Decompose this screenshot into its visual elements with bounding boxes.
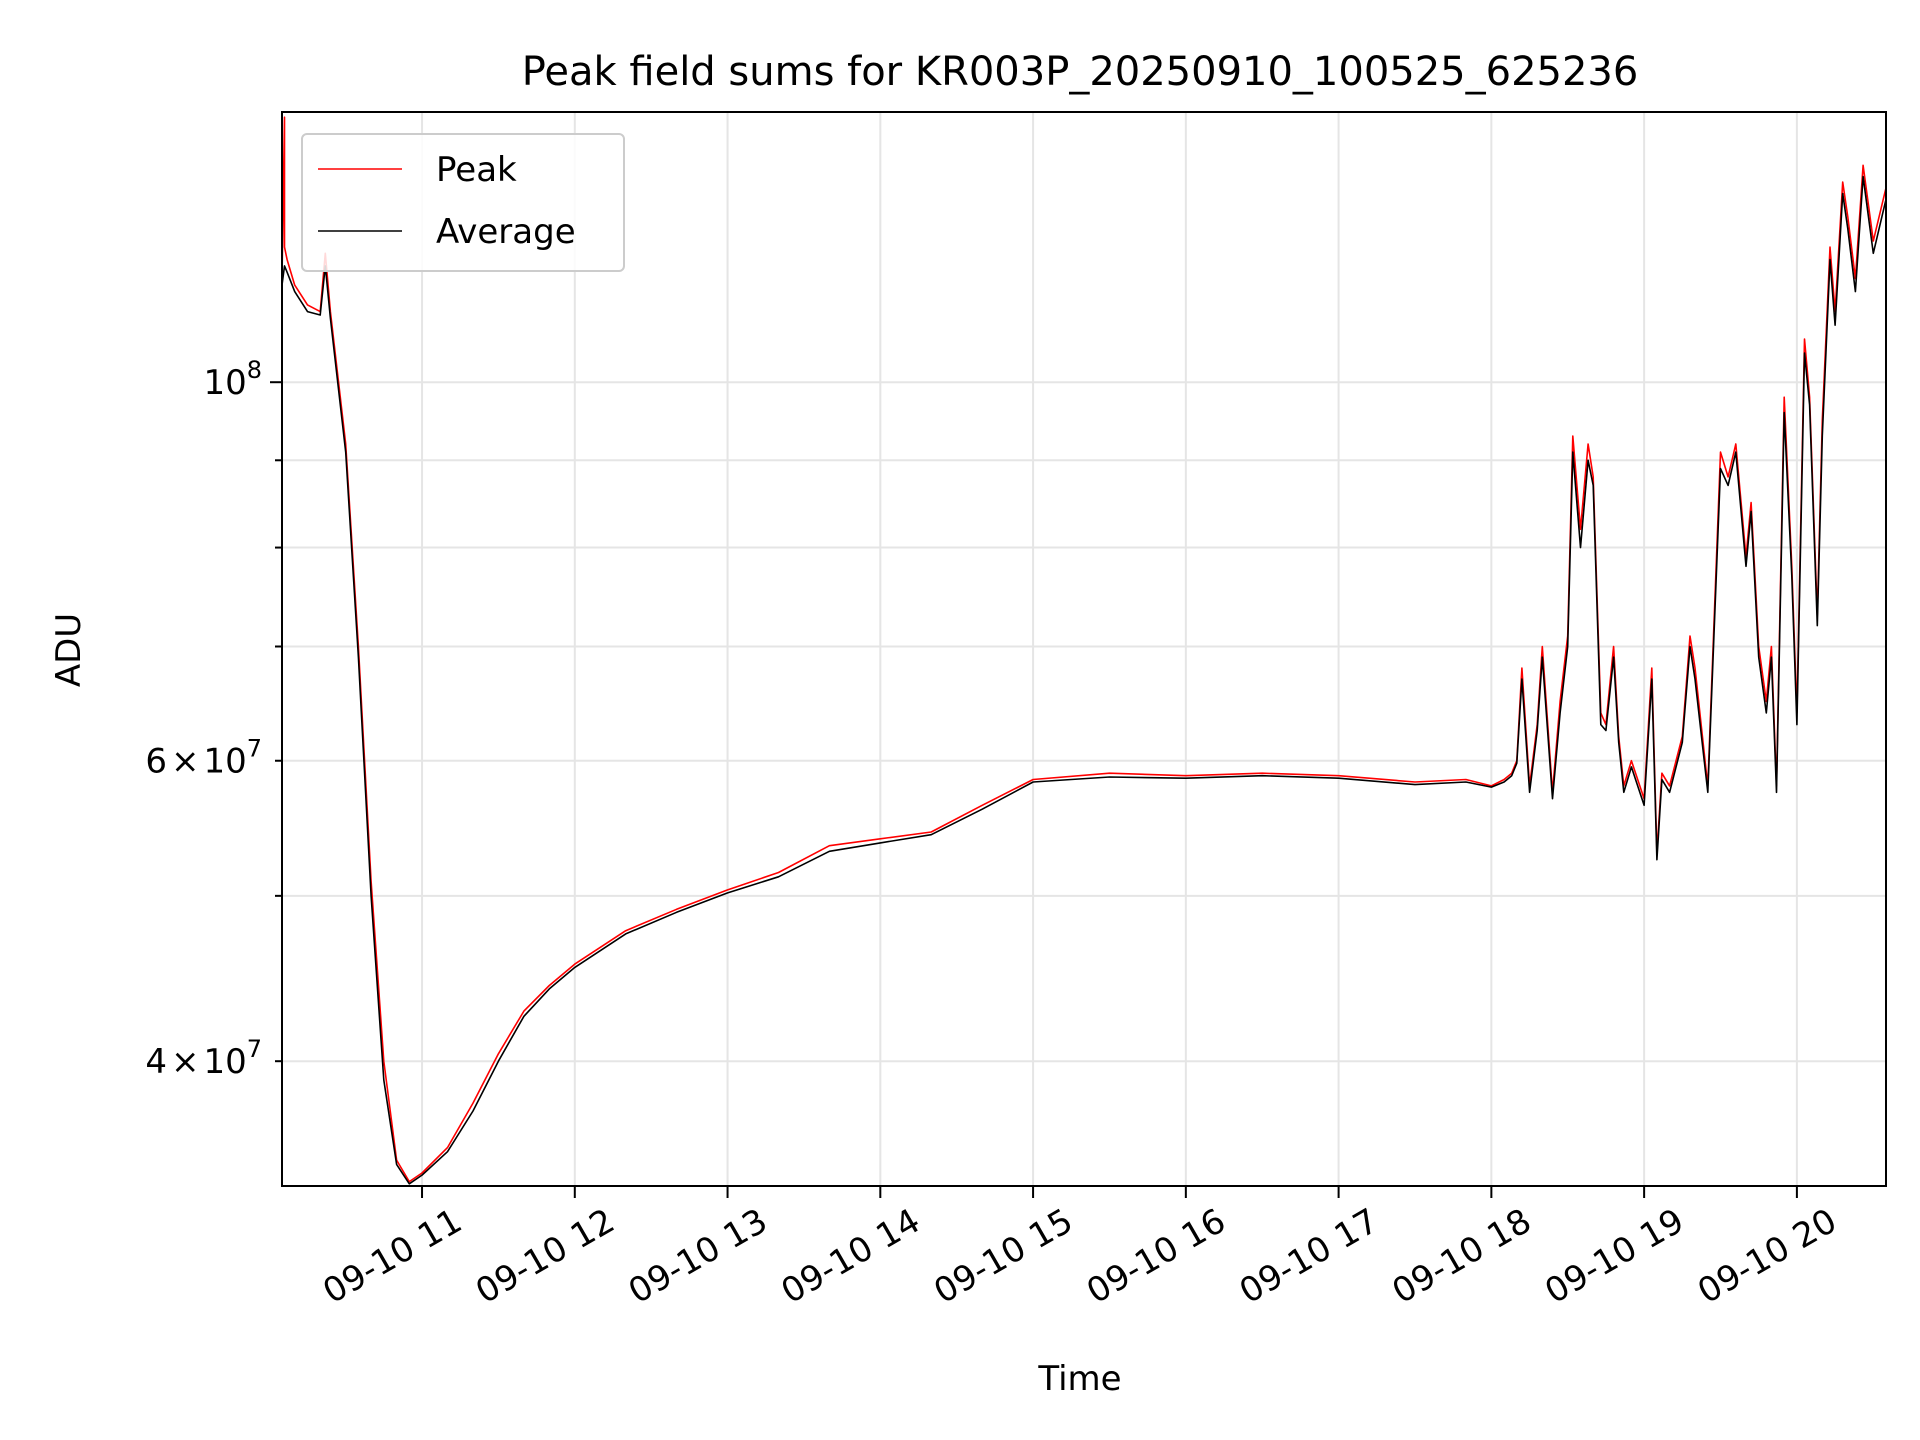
y-axis-label: ADU [49,613,89,687]
legend-label-average: Average [436,212,576,252]
y-tick-label: 4 × 107 [145,1035,262,1082]
grid [282,112,1886,1186]
x-axis-label: Time [1037,1359,1121,1399]
series-lines [282,116,1886,1185]
chart-title: Peak field sums for KR003P_20250910_1005… [522,49,1639,95]
legend-label-peak: Peak [436,150,517,190]
legend: Peak Average [301,133,625,272]
plot-frame [281,111,1887,1187]
series-line-average [282,175,1886,1185]
y-axis: 108 4 × 107 6 × 107 [145,356,282,1082]
y-tick-label: 6 × 107 [145,735,262,782]
y-tick-label: 108 [203,356,262,403]
